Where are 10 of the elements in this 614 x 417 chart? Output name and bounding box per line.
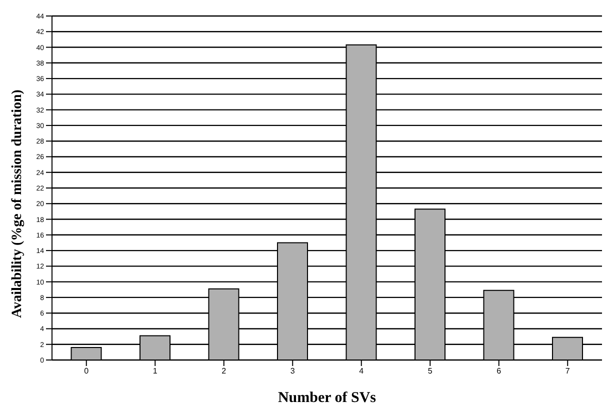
x-tick-label: 2 bbox=[222, 366, 227, 376]
x-tick-label: 3 bbox=[290, 366, 296, 376]
x-tick-label: 1 bbox=[152, 366, 158, 376]
x-tick-label: 6 bbox=[496, 366, 502, 376]
y-axis-title: Availability (%ge of mission duration) bbox=[10, 89, 25, 318]
x-tick-label: 0 bbox=[84, 366, 90, 376]
x-tick-label: 4 bbox=[359, 366, 364, 376]
x-tick-label: 7 bbox=[565, 366, 570, 376]
x-tick-label: 5 bbox=[428, 366, 433, 376]
x-axis-title: Number of SVs bbox=[278, 390, 376, 406]
